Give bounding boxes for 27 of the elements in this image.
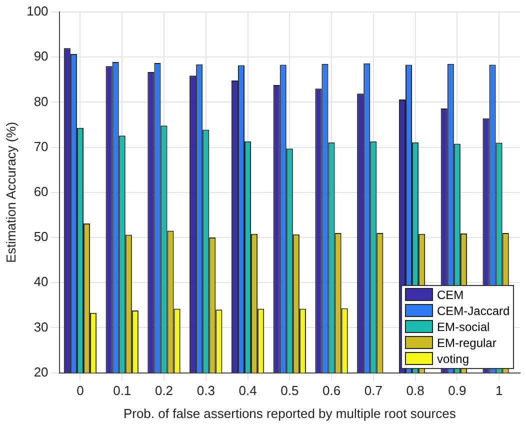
- x-tick-label: 0.1: [113, 383, 132, 398]
- x-axis-title: Prob. of false assertions reported by multiple root sources: [123, 406, 456, 421]
- legend-label: EM-regular: [436, 334, 498, 351]
- y-tick-label: 60: [34, 184, 48, 199]
- y-tick-label: 50: [34, 229, 48, 244]
- y-tick-label: 40: [34, 274, 48, 290]
- y-tick-label: 30: [34, 319, 48, 334]
- x-tick-label: 1: [495, 383, 503, 398]
- y-tick-label: 100: [26, 4, 48, 19]
- x-tick-label: 0.3: [196, 383, 215, 398]
- legend-label: EM-social: [436, 318, 491, 335]
- x-tick-label: 0: [76, 383, 84, 398]
- x-tick-label: 0.2: [154, 383, 174, 398]
- x-tick-label: 0.4: [238, 383, 257, 398]
- y-tick-label: 70: [34, 138, 48, 154]
- x-tick-label: 0.7: [364, 383, 382, 398]
- legend-label: voting: [436, 350, 470, 367]
- x-tick-label: 0.8: [406, 383, 424, 398]
- y-axis-title: Estimation Accuracy (%): [3, 122, 18, 263]
- y-tick-label: 90: [34, 48, 48, 64]
- y-tick-label: 80: [34, 94, 48, 109]
- legend-label: CEM-Jaccard: [436, 302, 510, 319]
- x-tick-label: 0.5: [280, 383, 299, 398]
- x-tick-label: 0.9: [448, 383, 466, 398]
- legend-label: CEM: [436, 286, 465, 303]
- x-tick-label: 0.6: [322, 383, 341, 398]
- y-tick-label: 20: [34, 364, 48, 380]
